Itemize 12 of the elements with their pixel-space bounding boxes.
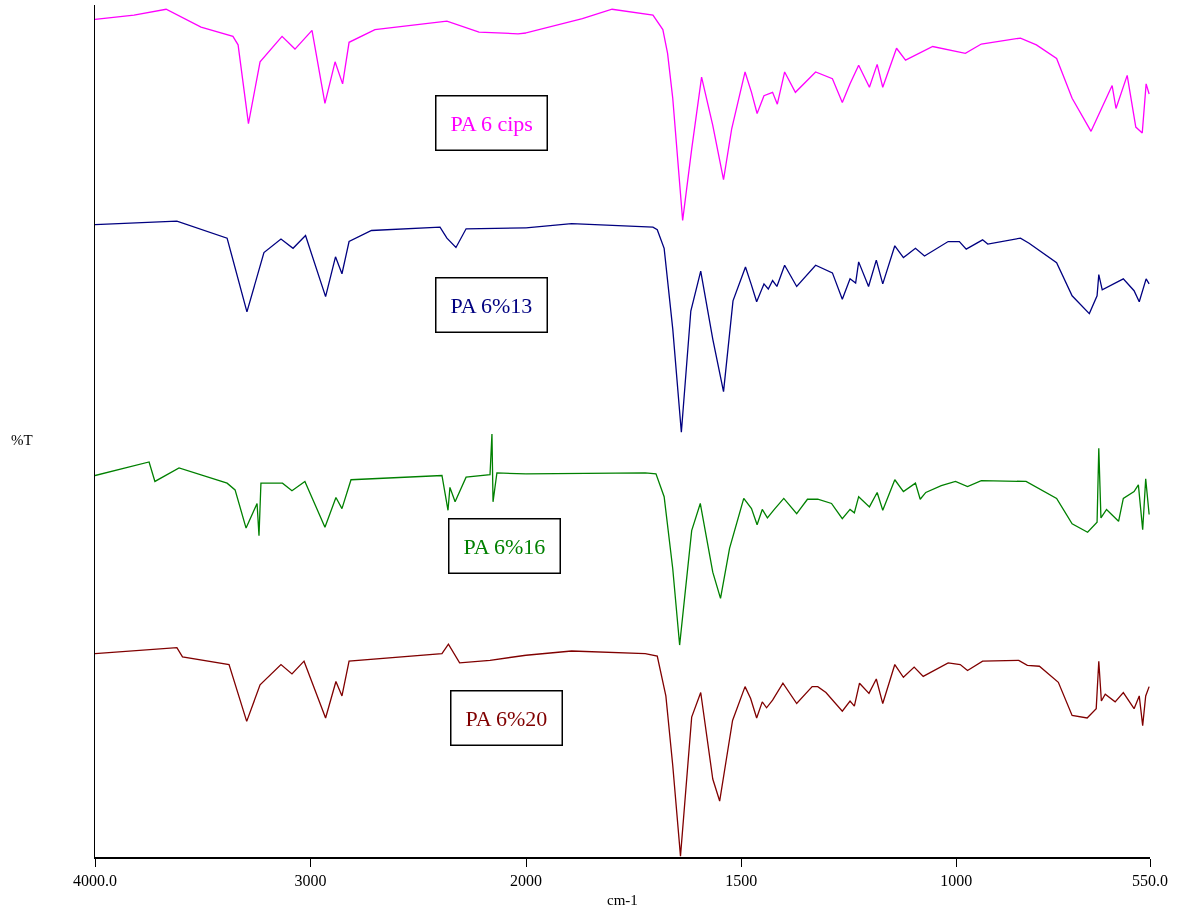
x-tick-label: 3000 <box>294 871 327 889</box>
text: PA 6 cips <box>450 110 533 136</box>
text: PA 6%13 <box>450 292 533 318</box>
x-tick-label: 4000.0 <box>73 871 117 889</box>
x-axis-title: cm-1 <box>607 892 638 908</box>
series-label: PA 6%16 <box>463 533 546 559</box>
x-tick-label: 2000 <box>510 871 542 889</box>
x-tick-label: 550.0 <box>1132 871 1168 889</box>
x-tick-label: 1000 <box>940 871 973 889</box>
y-axis-title: %T <box>11 432 33 448</box>
x-tick-label: 1500 <box>725 871 758 889</box>
series-label: PA 6%20 <box>465 705 548 731</box>
